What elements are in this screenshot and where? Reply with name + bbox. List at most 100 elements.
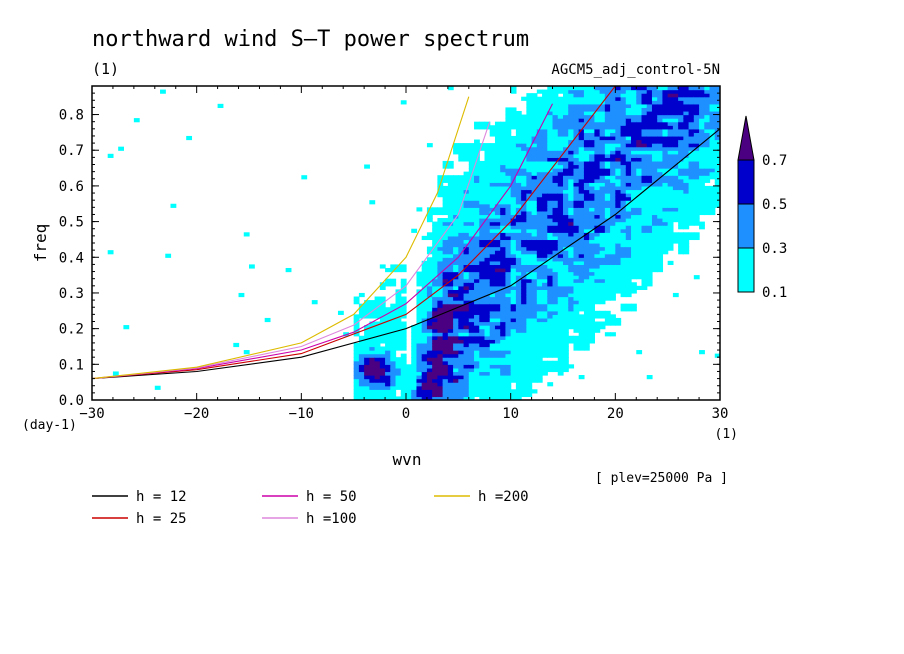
power-cell <box>651 193 658 198</box>
power-cell <box>463 350 470 355</box>
power-cell <box>484 221 491 226</box>
power-cell <box>620 292 627 298</box>
power-cell <box>583 225 590 230</box>
power-cell <box>468 146 475 151</box>
power-cell <box>390 378 397 383</box>
power-cell <box>489 168 496 173</box>
power-cell <box>500 228 507 233</box>
power-cell <box>458 185 465 191</box>
power-cell <box>672 143 679 148</box>
power-cell <box>620 214 627 219</box>
power-cell <box>479 210 486 216</box>
power-cell <box>379 353 386 358</box>
power-cell <box>578 264 585 269</box>
power-cell <box>521 307 527 312</box>
power-cell <box>521 228 527 233</box>
legend-label: h =200 <box>478 489 529 505</box>
power-cell <box>542 278 548 283</box>
power-cell <box>453 228 459 233</box>
power-cell <box>400 332 407 337</box>
power-cell <box>353 353 360 358</box>
power-cell <box>578 160 585 166</box>
power-cell <box>688 139 695 144</box>
power-cell <box>500 189 507 194</box>
power-cell <box>515 114 522 119</box>
power-cell <box>641 275 648 280</box>
power-cell <box>510 296 517 301</box>
power-cell <box>672 185 679 191</box>
power-cell <box>479 239 486 244</box>
power-cell <box>421 357 428 362</box>
power-cell <box>699 128 705 133</box>
power-cell <box>594 93 601 98</box>
power-cell <box>536 110 543 116</box>
power-cell <box>379 382 386 387</box>
power-cell <box>620 139 627 144</box>
power-cell <box>474 121 480 126</box>
power-cell <box>468 360 475 365</box>
power-cell <box>563 353 569 358</box>
power-cell <box>421 235 428 241</box>
power-cell <box>657 228 664 233</box>
power-cell <box>589 271 595 276</box>
power-cell <box>536 210 543 216</box>
power-cell <box>494 260 501 266</box>
power-cell <box>479 357 486 362</box>
power-cell <box>505 342 512 348</box>
power-cell <box>432 332 438 337</box>
power-cell <box>683 107 690 112</box>
power-cell <box>505 364 512 369</box>
power-cell <box>468 346 475 351</box>
power-cell <box>594 210 601 216</box>
power-cell <box>432 207 438 212</box>
power-cell <box>426 389 433 394</box>
power-cell <box>641 157 648 162</box>
power-cell <box>625 160 632 166</box>
power-cell <box>526 168 533 173</box>
power-cell <box>620 239 627 244</box>
power-cell <box>463 253 470 258</box>
power-cell <box>657 232 664 237</box>
power-cell <box>683 221 690 226</box>
power-cell <box>536 96 543 101</box>
power-cell <box>573 168 580 173</box>
power-cell <box>494 314 501 319</box>
power-cell <box>542 189 548 194</box>
power-cell <box>683 182 690 187</box>
power-cell <box>505 214 512 219</box>
power-cell <box>536 235 543 241</box>
power-cell <box>484 278 491 283</box>
power-cell <box>678 160 684 166</box>
power-cell <box>615 185 622 191</box>
power-cell <box>563 196 569 201</box>
power-cell <box>426 342 433 348</box>
power-cell <box>615 321 622 326</box>
power-cell <box>374 303 381 308</box>
power-cell <box>563 150 569 155</box>
power-cell <box>662 110 669 116</box>
power-cell <box>557 110 564 116</box>
power-cell <box>458 317 465 323</box>
power-cell <box>421 375 428 380</box>
power-cell <box>699 164 705 169</box>
power-cell <box>610 239 616 244</box>
power-cell <box>510 250 517 255</box>
power-cell <box>568 164 575 169</box>
power-cell <box>573 153 580 158</box>
power-cell <box>683 150 690 155</box>
power-cell <box>578 185 585 191</box>
power-cell <box>468 307 475 312</box>
power-cell <box>709 210 716 216</box>
power-cell <box>458 339 465 344</box>
power-cell <box>573 207 580 212</box>
power-cell <box>500 178 507 183</box>
power-cell <box>709 160 716 166</box>
power-cell <box>641 196 648 201</box>
power-cell <box>500 321 507 326</box>
power-cell <box>510 121 517 126</box>
power-cell <box>709 121 716 126</box>
power-cell <box>458 392 465 398</box>
power-cell <box>364 357 370 362</box>
power-cell <box>573 157 580 162</box>
power-cell <box>479 267 486 273</box>
